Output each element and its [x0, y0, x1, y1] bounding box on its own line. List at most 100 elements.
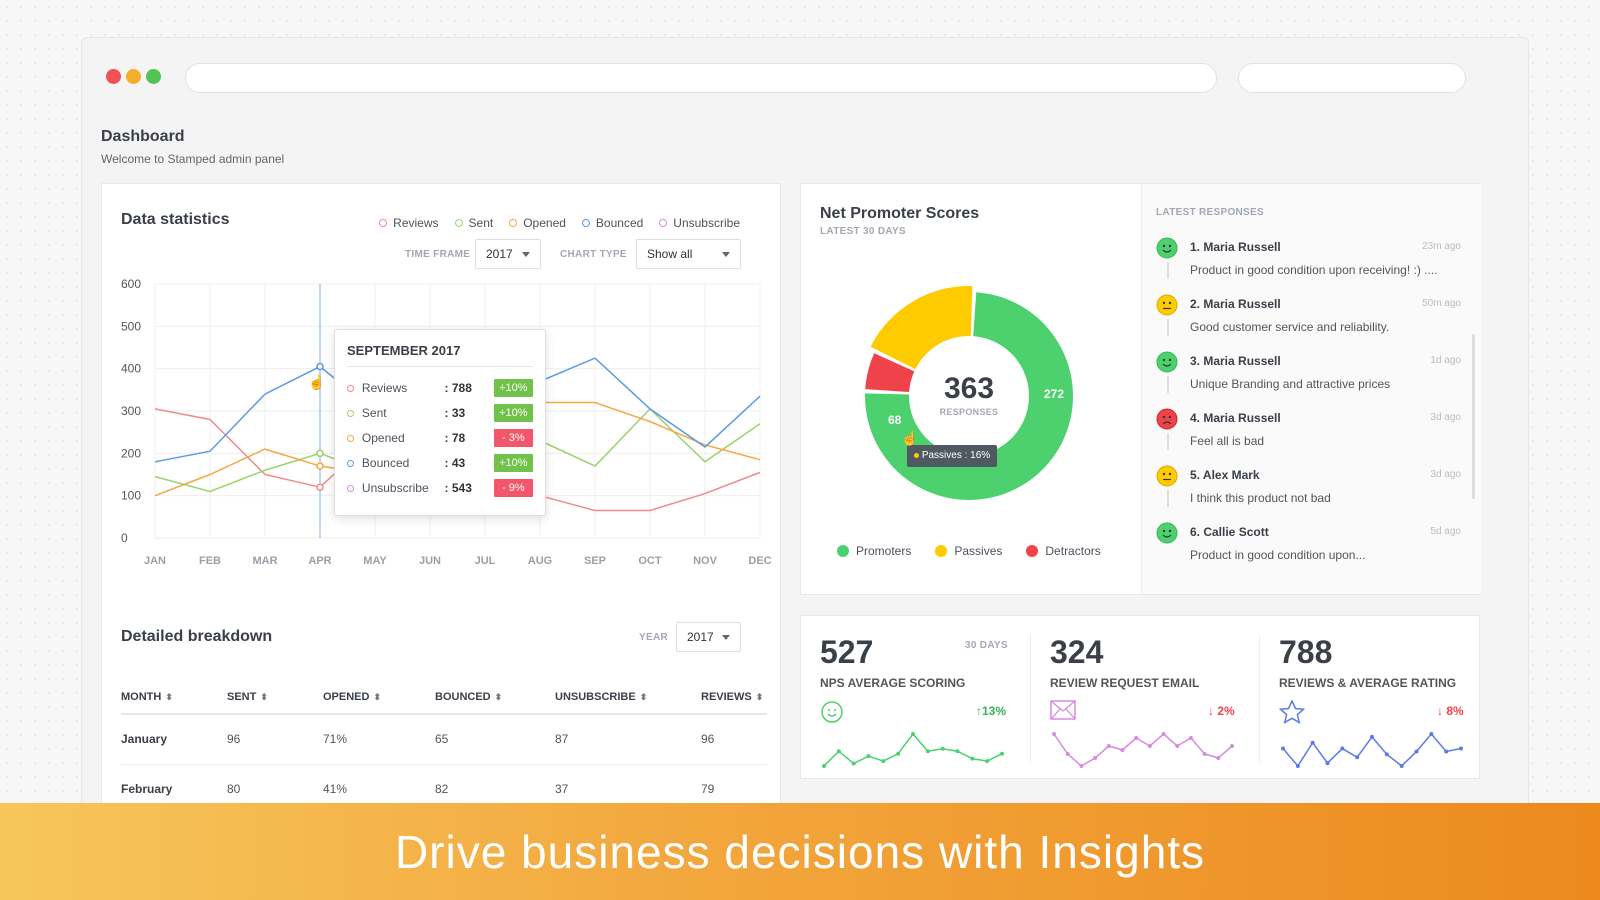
- timeframe-label: TIME FRAME: [405, 249, 471, 260]
- tooltip-series-value: : 33: [444, 406, 466, 420]
- column-header-label: MONTH: [121, 690, 162, 703]
- kpi-sparkline: [1281, 732, 1463, 768]
- year-value: 2017: [687, 630, 714, 644]
- maximize-window-icon[interactable]: [146, 69, 161, 84]
- response-time: 3d ago: [1430, 469, 1461, 480]
- column-header-opened[interactable]: OPENED ⬍: [323, 680, 435, 715]
- response-text: Feel all is bad: [1190, 434, 1265, 448]
- sort-icon[interactable]: ⬍: [755, 691, 764, 702]
- column-header-month[interactable]: MONTH ⬍: [121, 680, 227, 715]
- response-item[interactable]: 2. Maria Russell 50m ago Good customer ser…: [1156, 294, 1461, 351]
- kpi-value: 788: [1279, 634, 1333, 670]
- data-point-sent[interactable]: [316, 449, 324, 458]
- legend-item-reviews[interactable]: Reviews: [379, 216, 439, 230]
- year-label: YEAR: [639, 632, 668, 643]
- series-dot-icon: [347, 409, 354, 417]
- sparkline-path: [1053, 733, 1233, 767]
- legend-label: Promoters: [856, 544, 912, 558]
- response-text: Product in good condition upon receiving…: [1190, 263, 1438, 277]
- nps-legend-item-passives[interactable]: Passives: [935, 544, 1002, 558]
- nps-title: Net Promoter Scores: [820, 205, 980, 222]
- column-header-sent[interactable]: SENT ⬍: [227, 680, 323, 715]
- response-text: I think this product not bad: [1190, 491, 1331, 505]
- response-item[interactable]: 1. Maria Russell 23m ago Product in good c…: [1156, 237, 1461, 294]
- sparkline-point: [925, 749, 930, 754]
- change-badge: - 3%: [493, 429, 533, 447]
- data-point-reviews[interactable]: [316, 483, 324, 491]
- data-point-bounced[interactable]: [316, 362, 324, 371]
- x-tick-label: MAR: [252, 555, 277, 567]
- response-time: 50m ago: [1422, 298, 1461, 309]
- minimize-window-icon[interactable]: [126, 69, 141, 84]
- detailed-breakdown-title: Detailed breakdown: [121, 628, 273, 645]
- y-tick-label: 400: [121, 362, 141, 376]
- charttype-select[interactable]: Show all: [636, 239, 741, 269]
- tooltip-series-value: : 78: [444, 431, 466, 445]
- page-subtitle: Welcome to Stamped admin panel: [101, 152, 285, 166]
- sort-icon[interactable]: ⬍: [373, 691, 382, 702]
- responses-scrollbar[interactable]: [1472, 334, 1475, 499]
- kpi-period: 30 DAYS: [965, 640, 1008, 651]
- sparkline-point: [1384, 752, 1389, 757]
- sort-icon[interactable]: ⬍: [639, 691, 648, 702]
- table-cell: 96: [227, 714, 323, 765]
- y-tick-label: 600: [121, 277, 141, 291]
- legend-item-unsubscribe[interactable]: Unsubscribe: [659, 216, 740, 230]
- sparkline-point: [1414, 749, 1419, 754]
- legend-label: Sent: [468, 216, 494, 230]
- x-tick-label: SEP: [584, 555, 606, 567]
- x-tick-label: NOV: [693, 555, 718, 567]
- legend-label: Reviews: [393, 216, 439, 230]
- column-header-bounced[interactable]: BOUNCED ⬍: [435, 680, 555, 715]
- sparkline-point: [1216, 756, 1221, 760]
- response-time: 3d ago: [1430, 412, 1461, 423]
- column-header-reviews[interactable]: REVIEWS ⬍: [701, 680, 767, 715]
- response-item[interactable]: 6. Callie Scott 5d ago Product in good con…: [1156, 522, 1461, 579]
- close-window-icon[interactable]: [106, 69, 121, 84]
- sparkline-point: [1134, 736, 1139, 740]
- tooltip-series-name: Bounced: [361, 456, 410, 470]
- sad-face-icon: [1156, 408, 1178, 430]
- column-header-label: UNSUBSCRIBE: [555, 690, 636, 703]
- sparkline-point: [1230, 744, 1234, 748]
- data-point-opened[interactable]: [316, 462, 324, 470]
- chevron-down-icon: [722, 251, 730, 257]
- column-header-unsubscribe[interactable]: UNSUBSCRIBE ⬍: [555, 680, 701, 715]
- legend-item-opened[interactable]: Opened: [509, 216, 566, 230]
- sparkline-point: [955, 749, 960, 754]
- sparkline-point: [911, 732, 915, 736]
- search-bar[interactable]: [1238, 63, 1466, 93]
- address-bar[interactable]: [185, 63, 1217, 93]
- sparkline-point: [940, 746, 945, 751]
- timeframe-select[interactable]: 2017: [475, 239, 541, 269]
- legend-label: Opened: [523, 216, 566, 230]
- legend-item-bounced[interactable]: Bounced: [581, 216, 643, 230]
- sort-icon[interactable]: ⬍: [494, 691, 503, 702]
- response-item[interactable]: 5. Alex Mark 3d ago I think this product n…: [1156, 465, 1461, 522]
- x-tick-label: APR: [308, 555, 331, 567]
- nps-legend-item-promoters[interactable]: Promoters: [837, 544, 911, 558]
- donut-slice-detractors[interactable]: [865, 353, 915, 393]
- legend-dot-icon: [581, 219, 590, 227]
- hover-tooltip-text: Passives : 16%: [921, 450, 991, 461]
- page-title: Dashboard: [101, 128, 185, 145]
- year-select[interactable]: 2017: [676, 622, 741, 652]
- x-tick-label: OCT: [638, 555, 662, 567]
- tooltip-row: Reviews: 788 +10%: [347, 378, 533, 398]
- kpi-delta: ↓ 2%: [1208, 704, 1235, 718]
- y-tick-label: 500: [121, 319, 141, 333]
- x-tick-label: MAY: [363, 555, 387, 567]
- legend-item-sent[interactable]: Sent: [454, 216, 494, 230]
- sparkline-point: [1065, 752, 1070, 756]
- sort-icon[interactable]: ⬍: [165, 691, 173, 702]
- nps-legend-item-detractors[interactable]: Detractors: [1026, 544, 1101, 558]
- column-header-label: BOUNCED: [435, 690, 491, 703]
- response-item[interactable]: 4. Maria Russell 3d ago Feel all is bad: [1156, 408, 1461, 465]
- smiley-icon: [820, 700, 844, 729]
- kpi-card: 527 30 DAYS NPS AVERAGE SCORING ↑13% 324 REVI…: [800, 615, 1480, 779]
- sort-icon[interactable]: ⬍: [260, 691, 268, 702]
- donut-slice-passives[interactable]: [870, 286, 973, 370]
- table-cell: 87: [555, 714, 701, 765]
- chevron-down-icon: [722, 634, 730, 640]
- response-item[interactable]: 3. Maria Russell 1d ago Unique Branding an…: [1156, 351, 1461, 408]
